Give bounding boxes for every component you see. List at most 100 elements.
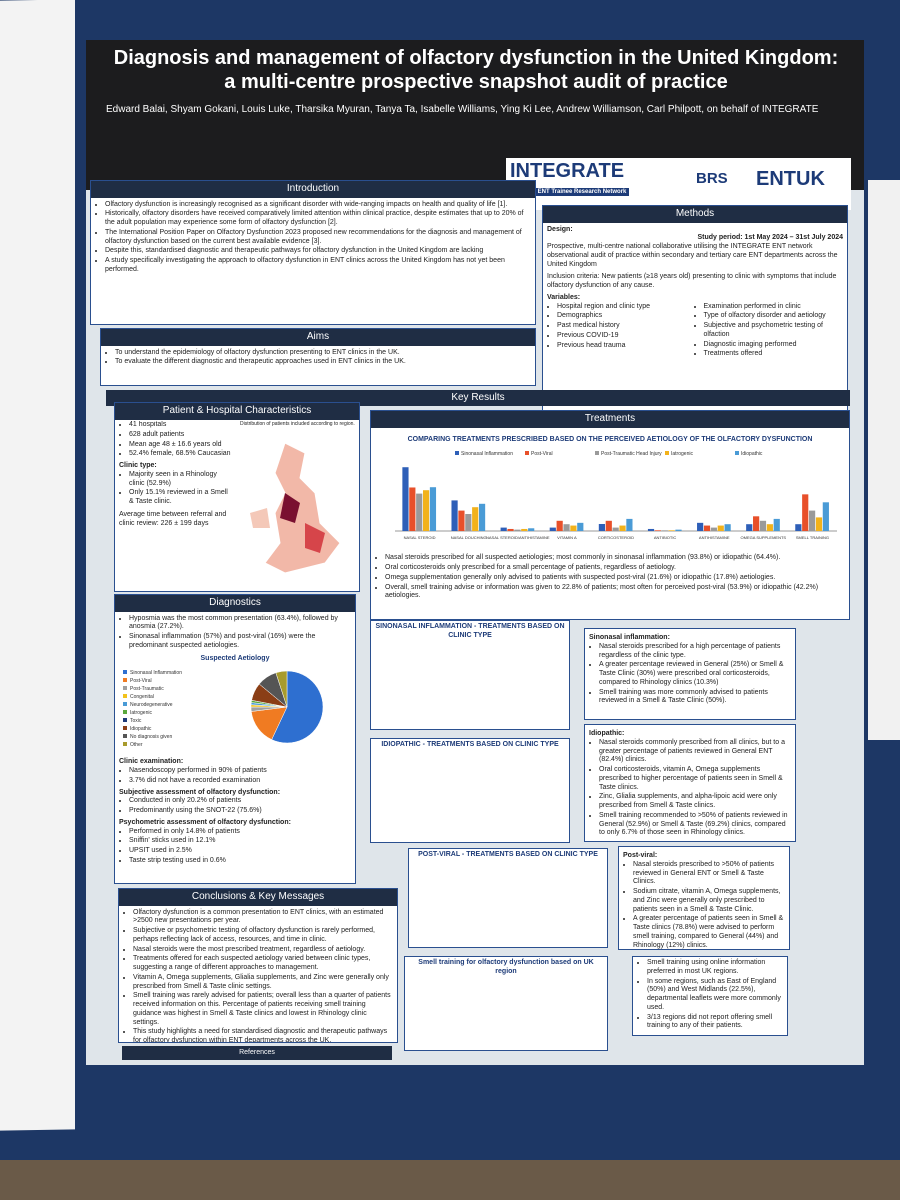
list-item: This study highlights a need for standar… [133, 1028, 393, 1042]
list: Olfactory dysfunction is a common presen… [123, 909, 393, 1043]
aims: Aims To understand the epidemiology of o… [100, 328, 536, 386]
list-item: Olfactory dysfunction is a common presen… [133, 909, 393, 927]
legend-swatch [665, 450, 669, 455]
bar [577, 522, 584, 531]
list: Nasal steroids commonly prescribed from … [589, 739, 791, 838]
list-item: To understand the epidemiology of olfact… [115, 349, 531, 358]
label: Idiopathic: [589, 730, 625, 737]
list-item: Overall, smell training advise or inform… [385, 584, 845, 602]
list-item: Type of olfactory disorder and aetiology [704, 312, 844, 321]
x-tick-label: VITAMIN A [557, 535, 577, 540]
list-item: Smell training was rarely advised for pa… [133, 992, 393, 1027]
list: Nasendoscopy performed in 90% of patient… [119, 767, 351, 786]
heading: Patient & Hospital Characteristics [115, 403, 359, 420]
list-item: The International Position Paper on Olfa… [105, 229, 531, 247]
bar [549, 527, 556, 531]
logo: INTEGRATE [510, 160, 625, 182]
references: References [122, 1046, 392, 1060]
legend-label: Idiopathic [741, 451, 763, 457]
list-item: Smell training using online information … [647, 959, 783, 977]
bar [416, 493, 423, 531]
bar [402, 466, 409, 531]
legend-swatch [123, 733, 127, 738]
list-item: Nasal steroids prescribed to >50% of pat… [633, 861, 785, 887]
legend-swatch [123, 701, 127, 706]
list: Hospital region and clinic typeDemograph… [547, 303, 843, 360]
heading: Aims [101, 329, 535, 346]
list-item: Historically, olfactory disorders have r… [105, 210, 531, 228]
conclusions: Conclusions & Key Messages Olfactory dys… [118, 888, 398, 1043]
legend-label: Iatrogenic [671, 451, 693, 457]
label: Design: [547, 225, 573, 233]
list-item: 41 hospitals [129, 421, 234, 430]
wait-time: Average time between referral and clinic… [119, 510, 227, 527]
list-item: Despite this, standardised diagnostic an… [105, 247, 531, 256]
bar [724, 523, 731, 531]
legend-label: Toxic [130, 718, 142, 724]
bar [429, 486, 437, 531]
legend-swatch [123, 717, 127, 722]
heading: Conclusions & Key Messages [119, 889, 397, 906]
list-item: Previous COVID-19 [557, 332, 697, 341]
list-item: Smell training recommended to >50% of pa… [599, 812, 791, 838]
list: Conducted in only 20.2% of patientsPredo… [119, 797, 351, 816]
list-item: Examination performed in clinic [704, 303, 844, 312]
bar [598, 523, 605, 531]
legend-swatch [123, 709, 127, 714]
heading: Introduction [91, 181, 535, 198]
logo: BRS [696, 170, 728, 187]
legend-swatch [123, 677, 127, 682]
subchart-title: Smell training for olfactory dysfunction… [418, 959, 594, 975]
finding: Idiopathic: Nasal steroids commonly presc… [584, 724, 796, 842]
list: Smell training using online information … [637, 959, 783, 1031]
x-tick-label: ANTIBIOTIC [654, 535, 677, 540]
legend-swatch [525, 450, 529, 455]
legend-swatch [123, 685, 127, 690]
bar [717, 525, 724, 531]
list-item: A study specifically investigating the a… [105, 257, 531, 275]
treatments: Treatments COMPARING TREATMENTS PRESCRIB… [370, 410, 850, 620]
subchart-title: SINONASAL INFLAMMATION - TREATMENTS BASE… [375, 623, 565, 639]
list-item: Taste strip testing used in 0.6% [129, 857, 351, 866]
list-item: Smell training was more commonly advised… [599, 689, 791, 707]
list: Olfactory dysfunction is increasingly re… [95, 201, 531, 275]
subchart: POST-VIRAL - TREATMENTS BASED ON CLINIC … [408, 848, 608, 948]
list-item: Past medical history [557, 322, 697, 331]
list: Hyposmia was the most common presentatio… [119, 615, 351, 651]
list-item: Hyposmia was the most common presentatio… [129, 615, 351, 633]
bar [668, 529, 675, 531]
list-item: 3/13 regions did not report offering sme… [647, 1014, 783, 1032]
legend-swatch [455, 450, 459, 455]
list-item: Vitamin A, Omega supplements, Glialia su… [133, 974, 393, 992]
introduction: Introduction Olfactory dysfunction is in… [90, 180, 536, 325]
legend-label: Post-Viral [531, 451, 553, 457]
subchart-title: IDIOPATHIC - TREATMENTS BASED ON CLINIC … [381, 741, 559, 748]
list-item: Performed in only 14.8% of patients [129, 828, 351, 837]
legend-swatch [123, 693, 127, 698]
design: Prospective, multi-centre national colla… [547, 243, 838, 268]
legend-label: Neurodegenerative [130, 702, 173, 708]
bar [605, 520, 612, 531]
bar [507, 528, 514, 531]
diagnostics: Diagnostics Hyposmia was the most common… [114, 594, 356, 884]
list-item: Sniffin' sticks used in 12.1% [129, 837, 351, 846]
inclusion: Inclusion criteria: New patients (≥18 ye… [547, 273, 837, 289]
bar [422, 489, 430, 531]
legend-label: No diagnosis given [130, 734, 172, 740]
chart-title: Suspected Aetiology [201, 655, 270, 662]
patient-characteristics: Patient & Hospital Characteristics 41 ho… [114, 402, 360, 592]
list-item: 3.7% did not have a recorded examination [129, 777, 351, 786]
bar [647, 528, 655, 531]
floor [0, 1160, 900, 1200]
x-tick-label: NASAL STEROID/ANTIHISTAMINE [486, 535, 550, 540]
list-item: Zinc, Glialia supplements, and alpha-lip… [599, 793, 791, 811]
neighbour-poster-left [0, 0, 75, 1131]
list-item: Majority seen in a Rhinology clinic (52.… [129, 471, 234, 489]
list: Majority seen in a Rhinology clinic (52.… [119, 471, 234, 507]
list-item: Subjective or psychometric testing of ol… [133, 927, 393, 945]
bar [753, 515, 760, 531]
bar [822, 501, 829, 531]
legend-label: Iatrogenic [130, 710, 152, 716]
bar [626, 518, 633, 531]
list-item: Only 15.1% reviewed in a Smell & Taste c… [129, 489, 234, 507]
